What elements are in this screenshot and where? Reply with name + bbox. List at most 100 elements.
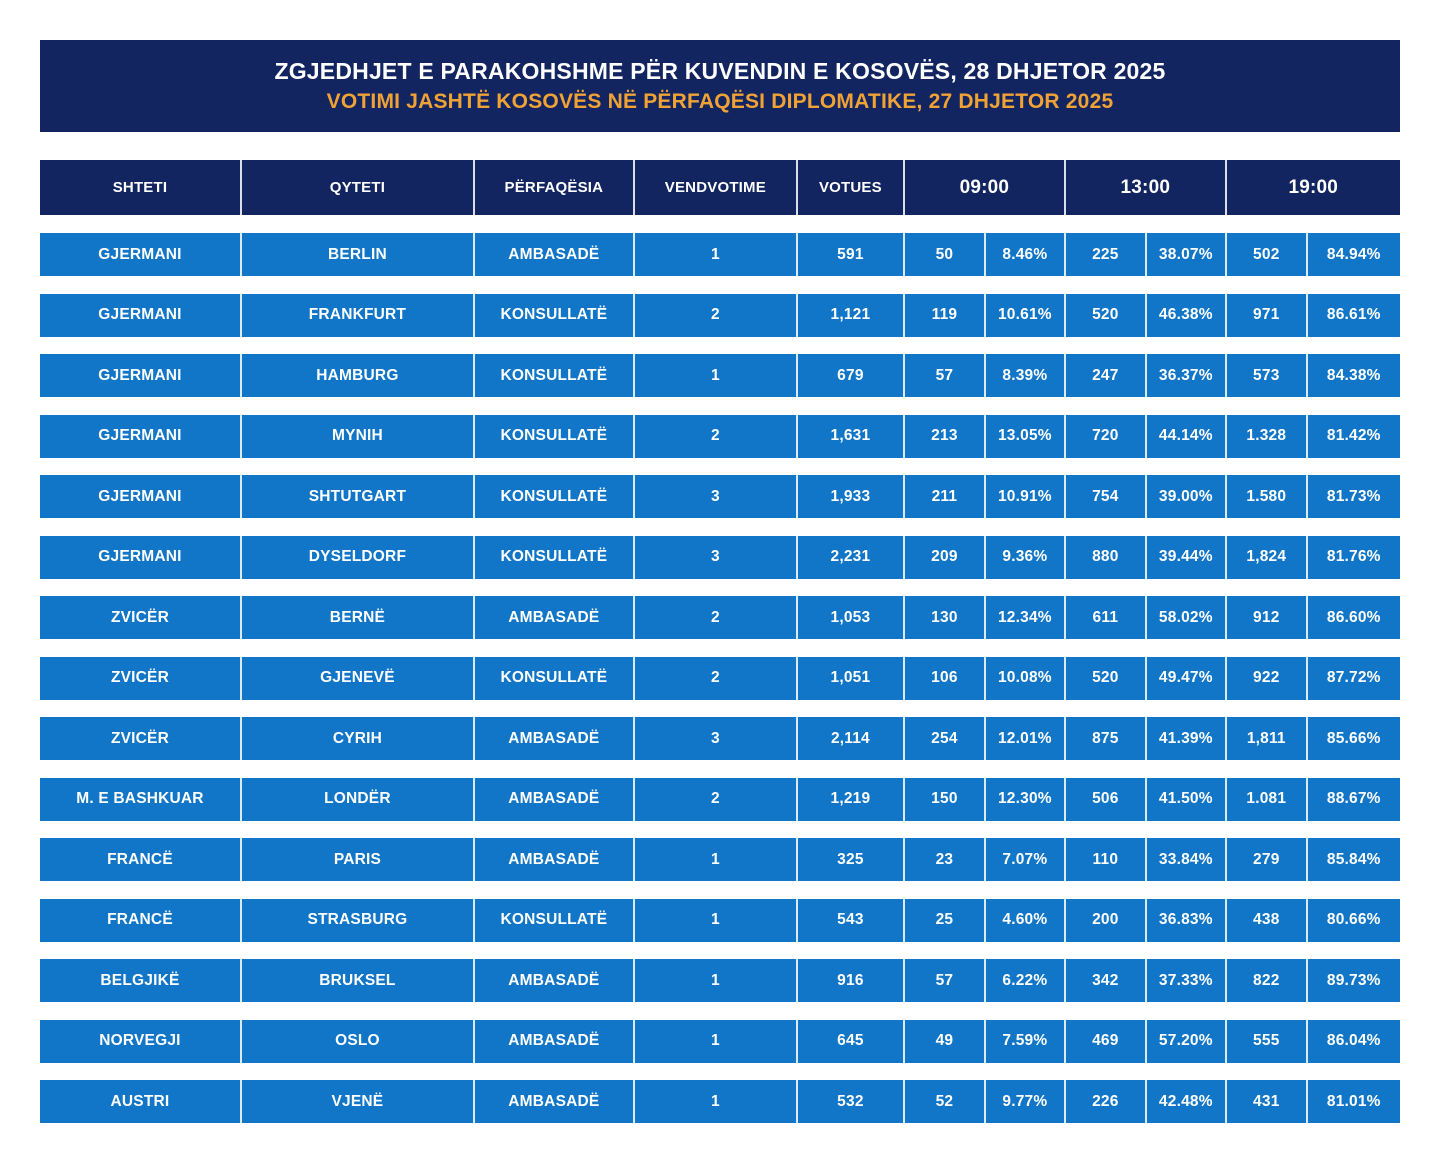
- cell-perfaqesia: AMBASADË: [475, 596, 635, 639]
- cell-1900-percent: 81.76%: [1326, 548, 1381, 565]
- column-header-vendvotime: VENDVOTIME: [635, 160, 798, 215]
- cell-0900-percent: 9.36%: [986, 535, 1066, 579]
- cell-vendvotime: 3: [635, 717, 798, 760]
- cell-vendvotime: 1: [635, 838, 798, 881]
- cell-1900-votes: 971: [1227, 293, 1308, 337]
- page-subtitle: VOTIMI JASHTË KOSOVËS NË PËRFAQËSI DIPLO…: [326, 90, 1114, 113]
- cell-qyteti: BRUKSEL: [242, 959, 475, 1002]
- cell-vendvotime: 2: [635, 414, 798, 458]
- cell-perfaqesia: KONSULLATË: [475, 293, 635, 337]
- cell-votues: 1,051: [798, 656, 905, 700]
- cell-0900-votes: 49: [905, 1019, 986, 1063]
- cell-1900-votes: 279: [1227, 838, 1308, 881]
- table-header-row: SHTETI QYTETI PËRFAQËSIA VENDVOTIME VOTU…: [40, 160, 1400, 215]
- cell-shteti: AUSTRI: [40, 1080, 242, 1123]
- table-body: GJERMANI BERLIN AMBASADË 1 591 50 8.46% 225 38.0…: [40, 215, 1400, 1123]
- cell-0900-votes: 23: [905, 838, 986, 881]
- cell-votues: 543: [798, 898, 905, 942]
- table-row: ZVICËR CYRIH AMBASADË 3 2,114 254 12.01% 875 41.…: [40, 717, 1400, 760]
- table-row: GJERMANI DYSELDORF KONSULLATË 3 2,231 209 9.36…: [40, 535, 1400, 579]
- cell-0900-votes: 52: [905, 1080, 986, 1123]
- cell-votues: 1,631: [798, 414, 905, 458]
- cell-qyteti: HAMBURG: [242, 354, 475, 397]
- cell-0900-percent: 8.39%: [986, 354, 1066, 397]
- cell-1300-votes: 225: [1066, 233, 1147, 276]
- cell-1300-percent: 42.48%: [1147, 1080, 1227, 1123]
- cell-shteti: FRANCË: [40, 898, 242, 942]
- table-row: GJERMANI MYNIH KONSULLATË 2 1,631 213 13.05% 72…: [40, 414, 1400, 458]
- cell-1300-percent: 39.44%: [1147, 535, 1227, 579]
- cell-perfaqesia: AMBASADË: [475, 1080, 635, 1123]
- cell-0900-votes: 25: [905, 898, 986, 942]
- cell-1300-percent: 36.37%: [1147, 354, 1227, 397]
- cell-0900-votes: 57: [905, 959, 986, 1002]
- cell-1900-votes: 912: [1227, 596, 1308, 639]
- cell-perfaqesia: AMBASADË: [475, 959, 635, 1002]
- cell-0900-votes: 106: [905, 656, 986, 700]
- cell-votues: 1,219: [798, 777, 905, 821]
- cell-qyteti: PARIS: [242, 838, 475, 881]
- cell-1300-votes: 520: [1066, 656, 1147, 700]
- cell-vendvotime: 2: [635, 596, 798, 639]
- cell-1300-votes: 110: [1066, 838, 1147, 881]
- cell-qyteti: SHTUTGART: [242, 475, 475, 518]
- cell-shteti: BELGJIKË: [40, 959, 242, 1002]
- cell-1300-percent: 49.47%: [1147, 656, 1227, 700]
- cell-1900-percent: 86.61%: [1326, 306, 1381, 323]
- cell-shteti: GJERMANI: [40, 475, 242, 518]
- cell-shteti: GJERMANI: [40, 293, 242, 337]
- cell-0900-votes: 254: [905, 717, 986, 760]
- table-row: FRANCË PARIS AMBASADË 1 325 23 7.07% 110 33.84% 2…: [40, 838, 1400, 881]
- cell-perfaqesia: KONSULLATË: [475, 354, 635, 397]
- cell-vendvotime: 2: [635, 293, 798, 337]
- column-header-1900: 19:00: [1288, 176, 1339, 198]
- cell-1300-percent: 36.83%: [1147, 898, 1227, 942]
- table-row: NORVEGJI OSLO AMBASADË 1 645 49 7.59% 469 57.20%…: [40, 1019, 1400, 1063]
- cell-perfaqesia: KONSULLATË: [475, 475, 635, 518]
- cell-1900-percent: 89.73%: [1326, 971, 1381, 989]
- cell-0900-votes: 209: [905, 535, 986, 579]
- cell-qyteti: STRASBURG: [242, 898, 475, 942]
- cell-qyteti: DYSELDORF: [242, 535, 475, 579]
- cell-shteti: GJERMANI: [40, 414, 242, 458]
- cell-votues: 1,121: [798, 293, 905, 337]
- cell-perfaqesia: AMBASADË: [475, 233, 635, 276]
- cell-0900-votes: 213: [905, 414, 986, 458]
- cell-0900-percent: 13.05%: [986, 414, 1066, 458]
- cell-1900-percent: 84.38%: [1326, 366, 1381, 384]
- cell-0900-percent: 9.77%: [986, 1080, 1066, 1123]
- cell-perfaqesia: AMBASADË: [475, 777, 635, 821]
- cell-qyteti: FRANKFURT: [242, 293, 475, 337]
- cell-1300-percent: 41.39%: [1147, 717, 1227, 760]
- cell-0900-votes: 50: [905, 233, 986, 276]
- cell-1900-votes: 1.328: [1227, 414, 1308, 458]
- cell-vendvotime: 2: [635, 656, 798, 700]
- cell-1300-votes: 506: [1066, 777, 1147, 821]
- cell-0900-votes: 57: [905, 354, 986, 397]
- cell-1300-votes: 520: [1066, 293, 1147, 337]
- column-header-0900: 09:00: [905, 160, 1066, 215]
- cell-1900-votes: 922: [1227, 656, 1308, 700]
- cell-votues: 591: [798, 233, 905, 276]
- column-header-votues: VOTUES: [798, 160, 905, 215]
- column-header-shteti: SHTETI: [40, 160, 242, 215]
- cell-1300-percent: 44.14%: [1147, 414, 1227, 458]
- cell-perfaqesia: KONSULLATË: [475, 898, 635, 942]
- cell-0900-percent: 12.34%: [986, 596, 1066, 639]
- cell-shteti: NORVEGJI: [40, 1019, 242, 1063]
- cell-1300-votes: 469: [1066, 1019, 1147, 1063]
- table-row: M. E BASHKUAR LONDËR AMBASADË 2 1,219 150 12.3…: [40, 777, 1400, 821]
- cell-shteti: M. E BASHKUAR: [40, 777, 242, 821]
- cell-1900-percent: 84.94%: [1326, 245, 1381, 263]
- cell-1300-votes: 880: [1066, 535, 1147, 579]
- cell-vendvotime: 1: [635, 959, 798, 1002]
- table-row: BELGJIKË BRUKSEL AMBASADË 1 916 57 6.22% 342 37.…: [40, 959, 1400, 1002]
- cell-shteti: GJERMANI: [40, 354, 242, 397]
- cell-votues: 2,231: [798, 535, 905, 579]
- cell-shteti: ZVICËR: [40, 656, 242, 700]
- cell-1300-votes: 611: [1066, 596, 1147, 639]
- cell-1300-votes: 342: [1066, 959, 1147, 1002]
- cell-shteti: GJERMANI: [40, 233, 242, 276]
- cell-1300-percent: 46.38%: [1147, 293, 1227, 337]
- cell-0900-percent: 12.01%: [986, 717, 1066, 760]
